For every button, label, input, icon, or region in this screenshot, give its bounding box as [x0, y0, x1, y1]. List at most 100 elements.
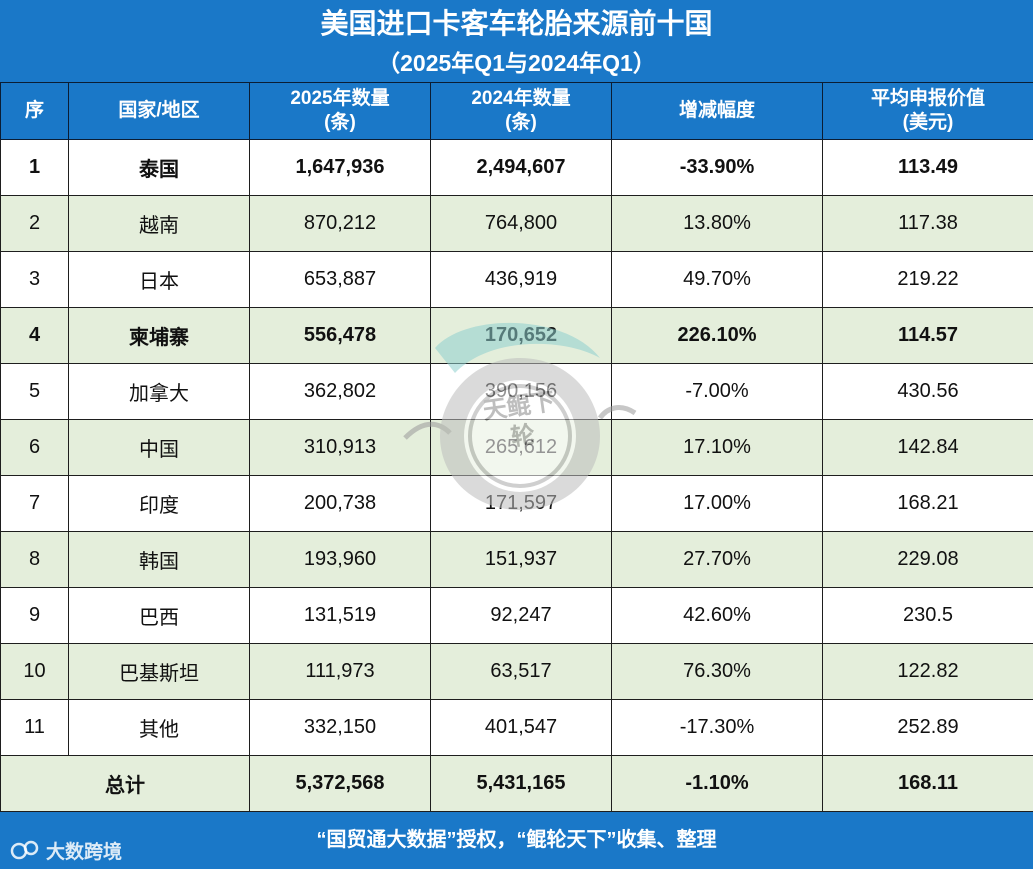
cell-qty-2025: 653,887	[249, 251, 431, 308]
cell-avg-value: 122.82	[822, 643, 1033, 700]
cell-qty-2025: 310,913	[249, 419, 431, 476]
header-qty-2025: 2025年数量 (条)	[249, 82, 431, 140]
total-avg-value: 168.11	[822, 755, 1033, 812]
cell-country: 柬埔寨	[68, 307, 250, 364]
cell-rank: 2	[0, 195, 69, 252]
cell-avg-value: 219.22	[822, 251, 1033, 308]
header-row: 序 国家/地区 2025年数量 (条) 2024年数量 (条) 增减幅度 平均申…	[0, 82, 1033, 140]
table-row: 8 韩国 193,960 151,937 27.70% 229.08	[0, 531, 1033, 588]
cell-rank: 10	[0, 643, 69, 700]
cell-rank: 6	[0, 419, 69, 476]
header-country: 国家/地区	[68, 82, 250, 140]
cell-country: 其他	[68, 699, 250, 756]
footer-credit: “国贸通大数据”授权，“鲲轮天下”收集、整理	[0, 812, 1033, 869]
cell-change: 17.00%	[611, 475, 823, 532]
cell-country: 泰国	[68, 139, 250, 196]
cell-avg-value: 114.57	[822, 307, 1033, 364]
cell-qty-2024: 2,494,607	[430, 139, 612, 196]
brand-mark: 大数跨境	[10, 836, 122, 864]
total-row: 总计 5,372,568 5,431,165 -1.10% 168.11	[0, 755, 1033, 812]
cell-qty-2024: 170,652	[430, 307, 612, 364]
cell-country: 韩国	[68, 531, 250, 588]
cell-rank: 9	[0, 587, 69, 644]
table-row: 3 日本 653,887 436,919 49.70% 219.22	[0, 251, 1033, 308]
cell-qty-2025: 111,973	[249, 643, 431, 700]
cell-rank: 3	[0, 251, 69, 308]
cell-qty-2024: 764,800	[430, 195, 612, 252]
cell-rank: 11	[0, 699, 69, 756]
cell-qty-2025: 193,960	[249, 531, 431, 588]
cell-avg-value: 430.56	[822, 363, 1033, 420]
cell-qty-2024: 63,517	[430, 643, 612, 700]
cell-change: 13.80%	[611, 195, 823, 252]
total-change: -1.10%	[611, 755, 823, 812]
total-label: 总计	[0, 755, 250, 812]
header-avg-line2: (美元)	[902, 112, 954, 133]
table-title: 美国进口卡客车轮胎来源前十国	[320, 8, 713, 39]
table-row: 11 其他 332,150 401,547 -17.30% 252.89	[0, 699, 1033, 756]
cell-qty-2024: 390,156	[430, 363, 612, 420]
table-row: 10 巴基斯坦 111,973 63,517 76.30% 122.82	[0, 643, 1033, 700]
cell-avg-value: 252.89	[822, 699, 1033, 756]
cell-qty-2025: 200,738	[249, 475, 431, 532]
cell-country: 印度	[68, 475, 250, 532]
cell-qty-2025: 870,212	[249, 195, 431, 252]
cell-avg-value: 230.5	[822, 587, 1033, 644]
cell-avg-value: 117.38	[822, 195, 1033, 252]
header-change: 增减幅度	[611, 82, 823, 140]
cell-qty-2025: 131,519	[249, 587, 431, 644]
cell-change: 42.60%	[611, 587, 823, 644]
table-row: 2 越南 870,212 764,800 13.80% 117.38	[0, 195, 1033, 252]
cell-qty-2025: 556,478	[249, 307, 431, 364]
cell-country: 越南	[68, 195, 250, 252]
cell-qty-2024: 92,247	[430, 587, 612, 644]
cell-rank: 4	[0, 307, 69, 364]
header-qty-2024-line2: (条)	[505, 112, 537, 133]
cell-avg-value: 229.08	[822, 531, 1033, 588]
total-qty-2025: 5,372,568	[249, 755, 431, 812]
table-row: 6 中国 310,913 265,612 17.10% 142.84	[0, 419, 1033, 476]
header-qty-2025-line2: (条)	[324, 112, 356, 133]
table-row: 5 加拿大 362,802 390,156 -7.00% 430.56	[0, 363, 1033, 420]
cell-change: -33.90%	[611, 139, 823, 196]
brand-name: 大数跨境	[46, 841, 123, 863]
table-row: 7 印度 200,738 171,597 17.00% 168.21	[0, 475, 1033, 532]
cell-rank: 5	[0, 363, 69, 420]
cell-country: 日本	[68, 251, 250, 308]
table-row: 9 巴西 131,519 92,247 42.60% 230.5	[0, 587, 1033, 644]
cell-rank: 7	[0, 475, 69, 532]
cell-qty-2025: 1,647,936	[249, 139, 431, 196]
cell-avg-value: 142.84	[822, 419, 1033, 476]
header-rank: 序	[0, 82, 69, 140]
cell-change: 49.70%	[611, 251, 823, 308]
cell-change: -7.00%	[611, 363, 823, 420]
cell-rank: 8	[0, 531, 69, 588]
cell-qty-2025: 332,150	[249, 699, 431, 756]
cell-qty-2024: 265,612	[430, 419, 612, 476]
cell-qty-2024: 171,597	[430, 475, 612, 532]
table-row: 4 柬埔寨 556,478 170,652 226.10% 114.57	[0, 307, 1033, 364]
cell-avg-value: 113.49	[822, 139, 1033, 196]
cell-change: -17.30%	[611, 699, 823, 756]
cell-country: 中国	[68, 419, 250, 476]
header-avg-line1: 平均申报价值	[870, 88, 985, 109]
header-qty-2024-line1: 2024年数量	[471, 88, 571, 109]
cell-change: 27.70%	[611, 531, 823, 588]
cell-change: 17.10%	[611, 419, 823, 476]
cell-qty-2024: 401,547	[430, 699, 612, 756]
cell-country: 加拿大	[68, 363, 250, 420]
total-qty-2024: 5,431,165	[430, 755, 612, 812]
table-row: 1 泰国 1,647,936 2,494,607 -33.90% 113.49	[0, 139, 1033, 196]
table-subtitle: （2025年Q1与2024年Q1）	[377, 50, 656, 76]
brand-logo-icon	[10, 840, 39, 860]
cell-qty-2024: 151,937	[430, 531, 612, 588]
cell-country: 巴西	[68, 587, 250, 644]
cell-rank: 1	[0, 139, 69, 196]
header-qty-2025-line1: 2025年数量	[290, 88, 390, 109]
cell-qty-2025: 362,802	[249, 363, 431, 420]
cell-avg-value: 168.21	[822, 475, 1033, 532]
cell-change: 76.30%	[611, 643, 823, 700]
import-table: 序 国家/地区 2025年数量 (条) 2024年数量 (条) 增减幅度 平均申…	[0, 82, 1033, 812]
header-avg-value: 平均申报价值 (美元)	[822, 82, 1033, 140]
header-qty-2024: 2024年数量 (条)	[430, 82, 612, 140]
